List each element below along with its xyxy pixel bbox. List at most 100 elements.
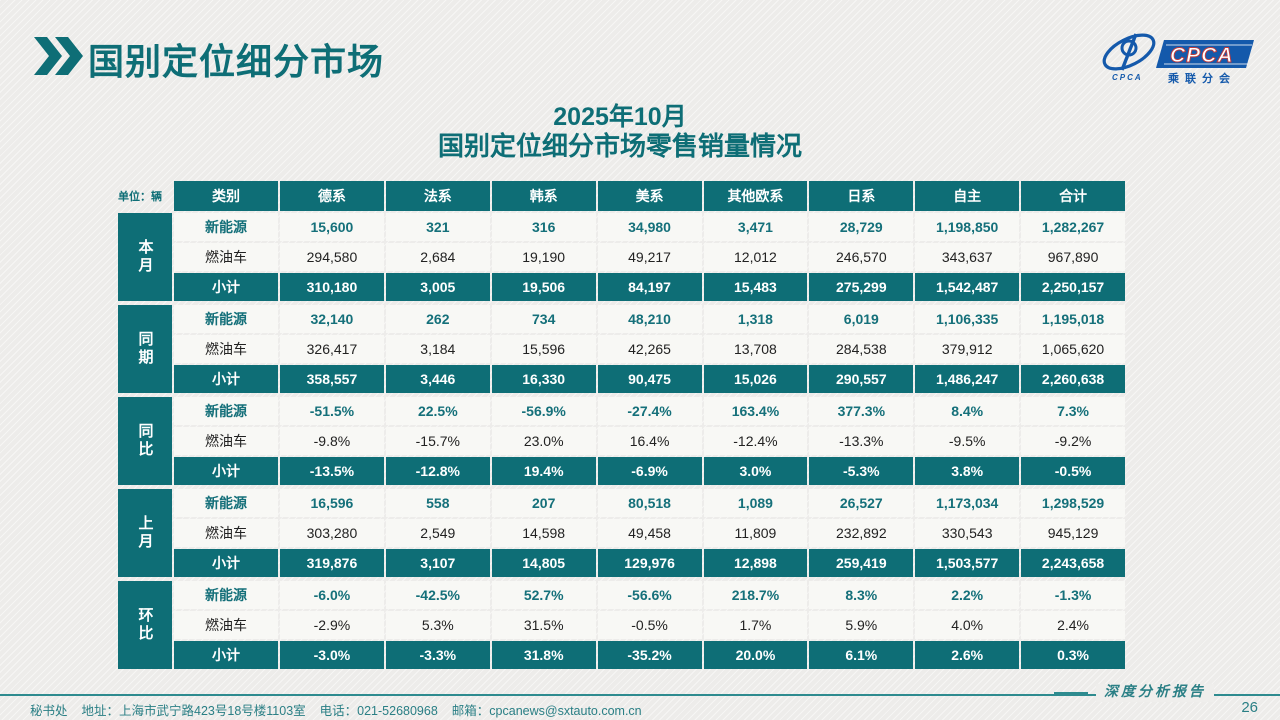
svg-text:CPCA: CPCA [1170,44,1234,67]
table-cell: 3.8% [915,457,1020,485]
table-cell: -51.5% [280,397,384,425]
row-label: 燃油车 [174,335,278,363]
table-cell: 15,600 [280,213,384,241]
table-cell: 32,140 [280,305,384,333]
table-cell: 16,330 [491,365,596,393]
column-header-1: 德系 [280,181,384,211]
table-cell: 15,596 [491,335,596,363]
table-cell: 163.4% [703,397,808,425]
table-cell: 3.0% [703,457,808,485]
table-cell: 3,471 [703,213,808,241]
table-cell: 262 [385,305,490,333]
table-cell: 19.4% [491,457,596,485]
dash-decoration [1054,692,1088,694]
column-header-6: 日系 [809,181,914,211]
table-cell: 2,684 [385,243,490,271]
table-cell: 326,417 [280,335,384,363]
column-header-5: 其他欧系 [703,181,808,211]
table-cell: 3,107 [385,549,490,577]
footer-dept: 秘书处 [30,704,68,718]
table-cell: 2.4% [1021,611,1125,639]
table-cell: 1,198,850 [915,213,1020,241]
table-cell: -13.5% [280,457,384,485]
table-cell: 379,912 [915,335,1020,363]
table-cell: 3,184 [385,335,490,363]
table-cell: -13.3% [809,427,914,455]
row-label: 新能源 [174,489,278,517]
table-cell: 2,260,638 [1021,365,1125,393]
table-cell: 734 [491,305,596,333]
table-cell: 1,195,018 [1021,305,1125,333]
table-cell: 31.5% [491,611,596,639]
table-cell: 294,580 [280,243,384,271]
table-cell: -9.2% [1021,427,1125,455]
table-title-month: 2025年10月 [553,103,687,131]
table-cell: -2.9% [280,611,384,639]
table-cell: 52.7% [491,581,596,609]
table-cell: -56.6% [597,581,702,609]
table-cell: 1,282,267 [1021,213,1125,241]
table-cell: 2,250,157 [1021,273,1125,301]
row-label: 新能源 [174,581,278,609]
table-cell: 8.3% [809,581,914,609]
table-cell: 0.3% [1021,641,1125,669]
row-label: 燃油车 [174,611,278,639]
table-cell: 12,012 [703,243,808,271]
table-cell: 7.3% [1021,397,1125,425]
double-chevron-icon [34,37,84,80]
table-cell: -56.9% [491,397,596,425]
table-cell: -6.9% [597,457,702,485]
table-cell: 290,557 [809,365,914,393]
column-header-2: 法系 [385,181,490,211]
page-title: 国别定位细分市场 [88,41,385,82]
table-cell: -3.3% [385,641,490,669]
table-cell: 1,298,529 [1021,489,1125,517]
table-cell: 6.1% [809,641,914,669]
table-cell: 1,503,577 [915,549,1020,577]
table-cell: 14,805 [491,549,596,577]
group-label: 同期 [118,305,172,393]
table-cell: 80,518 [597,489,702,517]
table-cell: -9.8% [280,427,384,455]
table-cell: 343,637 [915,243,1020,271]
table-cell: 1,486,247 [915,365,1020,393]
table-group-0: 本月 新能源 15,600 321 316 34,980 3,471 28,729 1,198,… [118,213,1125,301]
table-cell: 31.8% [491,641,596,669]
table-cell: -5.3% [809,457,914,485]
table-header-row: 单位：辆 类别 德系 法系 韩系 美系 其他欧系 日系 自主 合计 [118,181,1125,211]
table-cell: 19,190 [491,243,596,271]
table-cell: 284,538 [809,335,914,363]
table-cell: 3,446 [385,365,490,393]
footer-divider [0,694,1280,696]
table-cell: 16.4% [597,427,702,455]
table-cell: 218.7% [703,581,808,609]
table-cell: 945,129 [1021,519,1125,547]
table-cell: 1,542,487 [915,273,1020,301]
table-cell: 20.0% [703,641,808,669]
table-cell: -1.3% [1021,581,1125,609]
table-cell: 2,243,658 [1021,549,1125,577]
page-number: 26 [1241,699,1258,716]
table-cell: 16,596 [280,489,384,517]
table-cell: 4.0% [915,611,1020,639]
table-cell: 377.3% [809,397,914,425]
svg-text:乘联分会: 乘联分会 [1167,71,1236,85]
row-label: 小计 [174,549,278,577]
table-cell: 2,549 [385,519,490,547]
table-cell: 358,557 [280,365,384,393]
row-label: 新能源 [174,305,278,333]
table-cell: -6.0% [280,581,384,609]
table-cell: 48,210 [597,305,702,333]
table-cell: 8.4% [915,397,1020,425]
row-label: 小计 [174,457,278,485]
table-cell: 330,543 [915,519,1020,547]
footer-address: 地址：上海市武宁路423号18号楼1103室 [81,704,306,718]
table-cell: 2.2% [915,581,1020,609]
table-cell: 321 [385,213,490,241]
table-cell: 246,570 [809,243,914,271]
row-label: 燃油车 [174,243,278,271]
table-cell: 129,976 [597,549,702,577]
table-cell: -0.5% [597,611,702,639]
table-cell: 49,217 [597,243,702,271]
